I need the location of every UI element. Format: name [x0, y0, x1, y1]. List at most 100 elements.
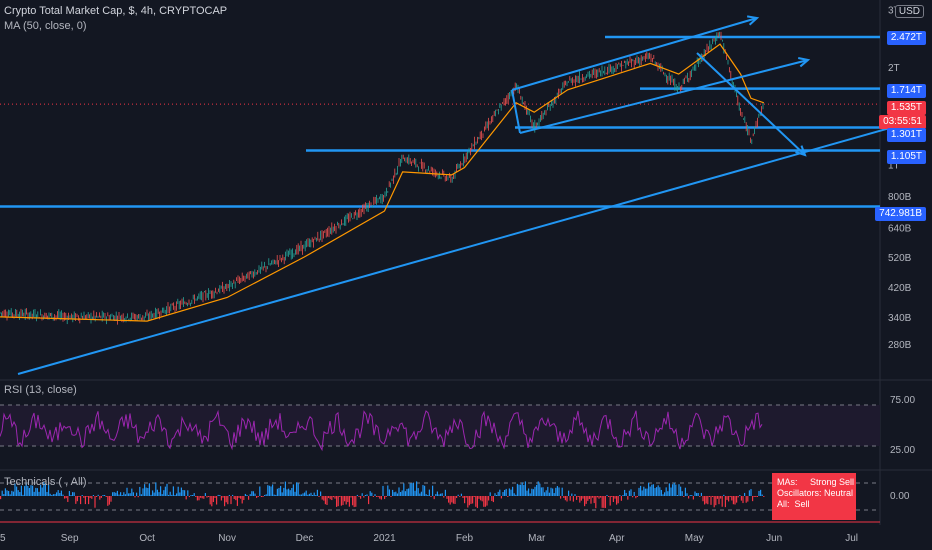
tech-bar	[257, 496, 259, 497]
tech-bar	[254, 493, 256, 496]
tech-bar	[507, 496, 509, 497]
tech-bar	[190, 495, 192, 496]
tech-bar	[497, 491, 499, 496]
tech-bar	[89, 496, 91, 498]
tech-bar	[651, 484, 653, 496]
tech-bar	[665, 487, 667, 496]
tech-bar	[60, 490, 62, 496]
tech-bar	[246, 495, 248, 496]
tech-bar	[185, 496, 187, 500]
tech-bar	[169, 491, 171, 496]
tech-bar	[204, 493, 206, 496]
tech-bar	[20, 485, 22, 496]
technicals-legend[interactable]: Technicals ( , All)	[4, 476, 87, 488]
price-tick-label: 420B	[888, 283, 912, 294]
currency-badge[interactable]: USD	[894, 5, 924, 18]
tech-bar	[408, 488, 410, 496]
tech-bar	[36, 488, 38, 496]
tech-bar	[505, 488, 507, 496]
tech-bar	[44, 484, 46, 496]
tech-bar	[462, 496, 464, 498]
rsi-line	[0, 409, 763, 452]
tech-bar	[195, 496, 197, 497]
tech-bar	[368, 496, 370, 505]
tech-bar	[414, 490, 416, 496]
tech-bar	[113, 492, 115, 496]
symbol-legend[interactable]: Crypto Total Market Cap, $, 4h, CRYPTOCA…	[4, 5, 228, 17]
tech-bar	[516, 483, 518, 496]
tech-bar	[529, 493, 531, 496]
tech-bar	[267, 485, 269, 496]
tech-bar	[96, 496, 98, 497]
tech-bar	[723, 494, 725, 496]
tech-bar	[752, 496, 754, 502]
tech-bar	[523, 485, 525, 496]
tech-bar	[244, 493, 246, 496]
tech-bar	[136, 492, 138, 496]
tech-bar	[763, 496, 765, 497]
tech-bar	[68, 491, 70, 496]
tech-bar	[115, 492, 117, 496]
tech-bar	[299, 494, 301, 496]
tech-bar	[673, 482, 675, 496]
tech-bar	[396, 493, 398, 496]
tech-bar	[379, 496, 381, 499]
tech-bar	[14, 483, 16, 496]
tech-bar	[560, 496, 562, 499]
tech-bar	[320, 491, 322, 496]
ma-legend[interactable]: MA (50, close, 0)	[4, 20, 87, 32]
tech-bar	[585, 496, 587, 504]
tech-bar	[260, 496, 262, 497]
tech-bar	[176, 493, 178, 496]
tech-bar	[35, 487, 37, 496]
tech-bar	[393, 492, 395, 496]
tech-bar	[608, 496, 610, 497]
tech-bar	[561, 487, 563, 496]
tech-bar	[78, 496, 80, 497]
tech-bar	[182, 490, 184, 496]
tech-bar	[491, 496, 493, 502]
candles	[0, 31, 764, 325]
tech-bar	[75, 496, 77, 504]
price-tag-level-1: 2.472T	[886, 31, 926, 45]
tech-bar	[718, 496, 720, 505]
tech-bar	[617, 496, 619, 504]
tech-bar	[604, 496, 606, 508]
tech-bar	[454, 496, 456, 504]
tech-bar	[697, 492, 699, 496]
tech-bar	[579, 496, 581, 503]
tech-bar	[308, 493, 310, 496]
tech-bar	[744, 492, 746, 496]
tech-bar	[235, 496, 237, 501]
tech-bar	[208, 496, 210, 497]
tech-bar	[728, 496, 730, 502]
tech-bar	[352, 496, 354, 506]
tech-bar	[435, 494, 437, 496]
tech-bar	[443, 496, 445, 498]
tech-bar	[544, 492, 546, 496]
channel-left-edge	[511, 89, 521, 134]
tech-bar	[619, 495, 621, 496]
time-tick-label: May	[685, 533, 704, 544]
tech-bar	[80, 496, 82, 505]
tech-bar	[577, 496, 579, 497]
tech-bar	[684, 487, 686, 496]
tech-bar	[33, 491, 35, 496]
tech-bar	[438, 494, 440, 496]
rsi-legend[interactable]: RSI (13, close)	[4, 384, 77, 396]
price-tag-level-5: 742.981B	[875, 207, 926, 221]
tech-bar	[660, 489, 662, 496]
tech-bar	[646, 488, 648, 496]
tech-bar	[566, 496, 568, 502]
tech-bar	[224, 496, 226, 507]
tech-bar	[108, 496, 110, 505]
tech-bar	[734, 496, 736, 505]
tech-bar	[52, 494, 54, 496]
time-tick-label: Sep	[61, 533, 79, 544]
price-tick-label: 640B	[888, 224, 912, 235]
tech-bar	[520, 484, 522, 496]
tech-bar	[105, 496, 107, 497]
tech-bar	[622, 495, 624, 496]
tech-bar	[553, 493, 555, 496]
